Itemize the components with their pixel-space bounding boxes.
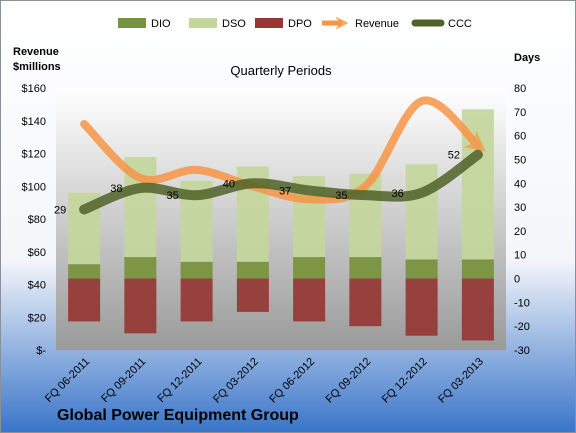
left-axis-tick-label: $40 bbox=[28, 280, 46, 292]
left-axis-title-line2: $millions bbox=[13, 61, 61, 73]
bar-dio bbox=[180, 261, 213, 279]
company-name: Global Power Equipment Group bbox=[57, 407, 299, 424]
bar-dpo bbox=[293, 278, 326, 322]
legend-label-revenue: Revenue bbox=[355, 18, 399, 30]
ccc-data-label: 37 bbox=[279, 185, 291, 197]
left-axis-tick-label: $80 bbox=[28, 214, 46, 226]
legend-swatch-dio bbox=[118, 18, 146, 28]
bar-dpo bbox=[461, 278, 494, 341]
right-axis-tick-label: 70 bbox=[514, 107, 526, 119]
right-axis-tick-label: 10 bbox=[514, 250, 526, 262]
lines-layer bbox=[79, 96, 487, 215]
bar-dio bbox=[124, 257, 157, 279]
revenue-line bbox=[80, 96, 487, 204]
left-axis-tick-label: $20 bbox=[28, 312, 46, 324]
bar-dio bbox=[68, 264, 101, 279]
right-axis-tick-label: -10 bbox=[514, 297, 530, 309]
left-axis-title-line1: Revenue bbox=[13, 46, 59, 58]
ccc-data-label: 35 bbox=[167, 190, 179, 202]
legend-swatch-dso bbox=[189, 18, 217, 28]
ccc-labels-layer: 29 38 35 40 37 35 36 52 bbox=[54, 150, 460, 217]
left-axis-tick-label: $160 bbox=[22, 83, 46, 95]
ccc-data-label: 52 bbox=[448, 150, 460, 162]
bar-dio bbox=[349, 257, 382, 279]
left-axis-tick-label: $120 bbox=[22, 149, 46, 161]
right-axis-title: Days bbox=[514, 52, 540, 64]
right-axis: -30 -20 -10 0 10 20 30 40 50 60 70 80 bbox=[514, 83, 530, 357]
left-axis-tick-label: $100 bbox=[22, 181, 46, 193]
bar-dio bbox=[405, 259, 438, 279]
ccc-line bbox=[79, 149, 483, 215]
ccc-data-label: 40 bbox=[223, 178, 235, 190]
left-axis-tick-label: $140 bbox=[22, 116, 46, 128]
legend-label-dso: DSO bbox=[222, 18, 246, 30]
ccc-data-label: 29 bbox=[54, 204, 66, 216]
bar-dio bbox=[236, 261, 269, 279]
right-axis-tick-label: 30 bbox=[514, 202, 526, 214]
legend: DIO DSO DPO Revenue CCC bbox=[118, 16, 472, 30]
chart-subtitle: Quarterly Periods bbox=[230, 63, 332, 78]
left-axis-tick-label: $60 bbox=[28, 247, 46, 259]
bar-dpo bbox=[236, 278, 269, 312]
bar-dso bbox=[405, 164, 438, 260]
bar-dio bbox=[461, 259, 494, 279]
right-axis-tick-label: 50 bbox=[514, 154, 526, 166]
ccc-data-label: 38 bbox=[110, 183, 122, 195]
legend-swatch-dpo bbox=[255, 18, 283, 28]
legend-label-dio: DIO bbox=[151, 18, 171, 30]
right-axis-tick-label: 80 bbox=[514, 83, 526, 95]
ccc-data-label: 36 bbox=[392, 188, 404, 200]
plot-area bbox=[56, 88, 506, 350]
bar-dpo bbox=[180, 278, 213, 322]
right-axis-tick-label: 60 bbox=[514, 131, 526, 143]
right-axis-tick-label: 0 bbox=[514, 274, 520, 286]
bar-dpo bbox=[405, 278, 438, 336]
right-axis-tick-label: -30 bbox=[514, 345, 530, 357]
bar-dpo bbox=[124, 278, 157, 334]
bar-dpo bbox=[68, 278, 101, 322]
legend-label-ccc: CCC bbox=[448, 18, 472, 30]
right-axis-tick-label: 20 bbox=[514, 226, 526, 238]
bar-dio bbox=[293, 257, 326, 279]
bar-dpo bbox=[349, 278, 382, 327]
left-axis-tick-label: $- bbox=[36, 345, 46, 357]
left-axis: $- $20 $40 $60 $80 $100 $120 $140 $160 bbox=[22, 83, 47, 357]
right-axis-tick-label: -20 bbox=[514, 321, 530, 333]
right-axis-tick-label: 40 bbox=[514, 178, 526, 190]
ccc-data-label: 35 bbox=[335, 190, 347, 202]
legend-label-dpo: DPO bbox=[288, 18, 312, 30]
